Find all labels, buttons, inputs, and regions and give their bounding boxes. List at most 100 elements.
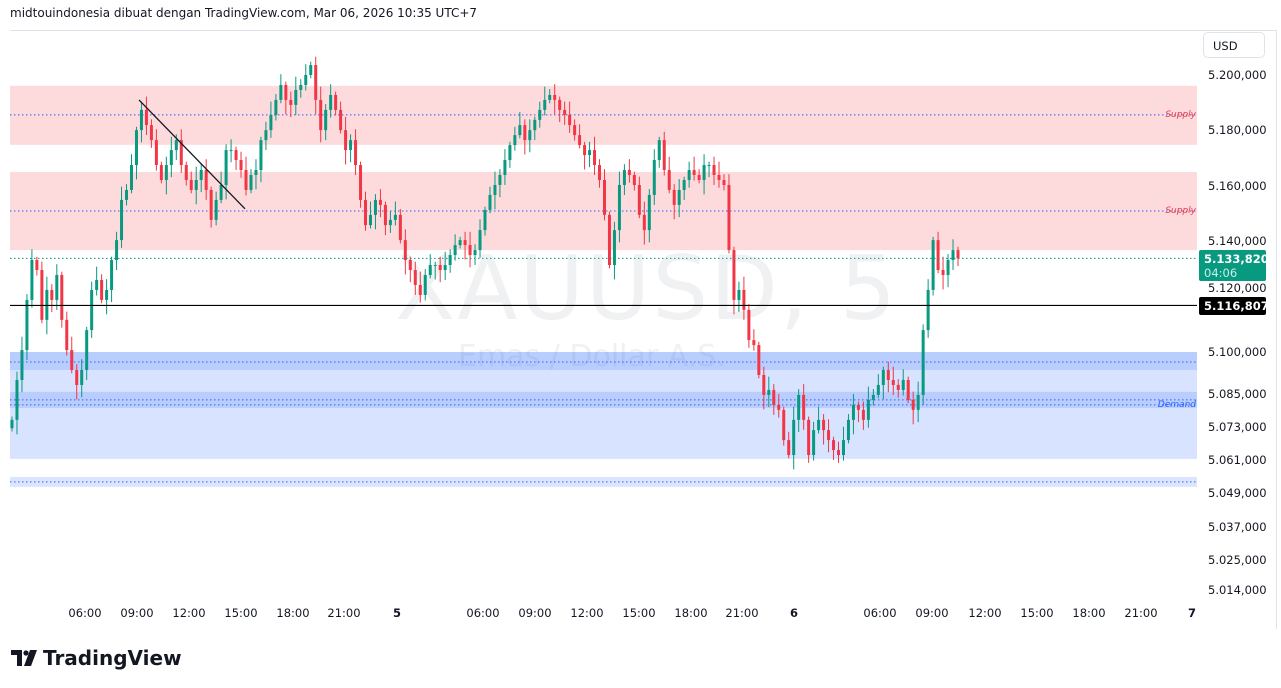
candle [931,236,935,296]
candle [951,239,955,271]
candle [344,116,348,165]
candle-body [184,165,188,180]
time-tick-label: 21:00 [725,606,759,620]
candle-body [428,265,432,275]
candle-body [219,184,223,200]
candle [234,146,238,171]
candle-body [279,84,283,100]
candle-body [498,174,502,185]
candle-body [662,140,666,171]
time-tick-label: 12:00 [968,606,1002,620]
candle-body [901,379,905,390]
candle [568,101,572,133]
candle-body [687,170,691,180]
candle-body [617,184,621,231]
candle-body [134,130,138,166]
candle-body [931,240,935,290]
time-tick-label: 7 [1187,606,1197,620]
candle-body [593,150,597,166]
candle [115,231,119,271]
candle-body [388,219,392,226]
candle [727,174,731,254]
candle [533,116,537,141]
candle [463,231,467,260]
candle-body [80,370,84,385]
candle-body [443,265,447,271]
candle [423,269,427,301]
logo-text: TradingView [43,646,182,670]
candle [548,89,552,104]
candle [329,84,333,118]
candle [408,256,412,283]
candle-body [368,214,372,226]
candle [279,74,283,104]
candle [732,246,736,315]
currency-button[interactable]: USD [1203,32,1265,58]
price-tick-label: 5.180,000 [1208,123,1267,138]
candle-body [861,409,865,420]
time-tick-label: 18:00 [1072,606,1106,620]
candle-body [876,384,880,395]
price-tick-label: 5.160,000 [1208,178,1267,193]
candle [125,184,129,206]
candle-body [563,109,567,115]
candle-body [199,170,203,180]
candle [25,294,29,361]
candle-body [767,389,771,395]
bar-countdown: 04:06 [1204,266,1238,280]
candle [398,209,402,244]
candle-body [712,165,716,175]
candle-body [538,109,542,120]
candle-body [189,179,193,190]
candle [578,124,582,149]
candle-body [359,165,363,200]
candle-body [757,345,761,375]
candle-body [677,189,681,205]
candle [672,184,676,220]
candle-body [558,99,562,110]
candle [105,279,109,315]
candle-body [50,289,54,300]
candle-body [682,179,686,190]
zones-layer [10,85,1197,487]
candle-body [578,135,582,146]
candle [383,201,387,236]
candle [518,111,522,139]
candle [593,136,597,175]
candle [164,156,168,195]
candle [349,134,353,163]
candle [946,254,950,288]
candle [757,341,761,379]
candle-body [264,130,268,141]
candle [129,154,133,194]
candle-body [115,240,119,261]
candle-body [378,199,382,205]
candle [901,369,905,396]
candle [742,276,746,320]
candle [802,384,806,430]
candle-body [319,99,323,131]
candle-body [75,370,79,385]
candle-body [707,165,711,167]
candle-body [568,114,572,126]
tradingview-logo[interactable]: TradingView [11,646,182,670]
candle [40,261,44,324]
candle [782,406,786,446]
candle [70,336,74,374]
candle-body [697,174,701,180]
candle [289,91,293,118]
candle [229,139,233,163]
last-price-label: 5.133,820 04:06 [1199,250,1269,281]
candle [647,189,651,243]
time-tick-label: 18:00 [276,606,310,620]
candle-body [782,409,786,441]
candle [652,149,656,205]
candle [583,141,587,170]
horizontal-line-price-label: 5.116,807 [1199,297,1269,315]
candle [453,234,457,261]
candle [249,169,253,194]
price-tick-label: 5.120,000 [1208,281,1267,295]
candle-body [598,165,602,180]
candle-body [523,125,527,141]
